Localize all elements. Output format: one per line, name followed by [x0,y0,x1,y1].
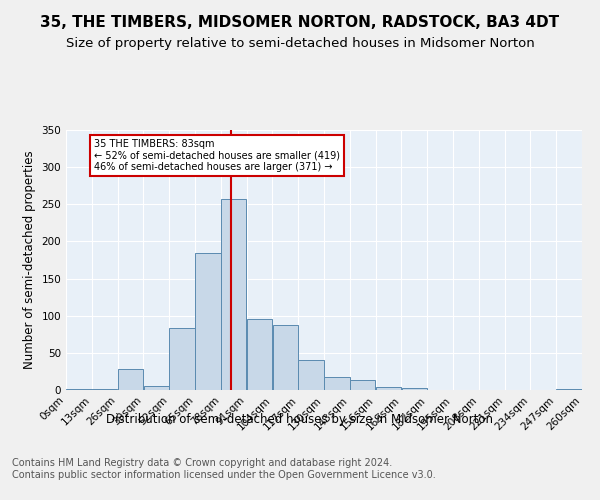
Bar [376,387,401,390]
Y-axis label: Number of semi-detached properties: Number of semi-detached properties [23,150,36,370]
Bar [143,386,169,390]
Bar [401,388,427,390]
Text: Distribution of semi-detached houses by size in Midsomer Norton: Distribution of semi-detached houses by … [107,412,493,426]
Bar [169,328,195,390]
Text: 35, THE TIMBERS, MIDSOMER NORTON, RADSTOCK, BA3 4DT: 35, THE TIMBERS, MIDSOMER NORTON, RADSTO… [40,15,560,30]
Bar [92,388,118,390]
Bar [298,360,324,390]
Text: Size of property relative to semi-detached houses in Midsomer Norton: Size of property relative to semi-detach… [65,38,535,51]
Bar [247,320,272,390]
Bar [118,369,143,390]
Bar [66,388,92,390]
Text: 35 THE TIMBERS: 83sqm
← 52% of semi-detached houses are smaller (419)
46% of sem: 35 THE TIMBERS: 83sqm ← 52% of semi-deta… [94,140,340,172]
Bar [556,388,582,390]
Bar [272,324,298,390]
Text: Contains HM Land Registry data © Crown copyright and database right 2024.
Contai: Contains HM Land Registry data © Crown c… [12,458,436,480]
Bar [195,252,221,390]
Bar [324,376,350,390]
Bar [350,380,376,390]
Bar [221,199,247,390]
